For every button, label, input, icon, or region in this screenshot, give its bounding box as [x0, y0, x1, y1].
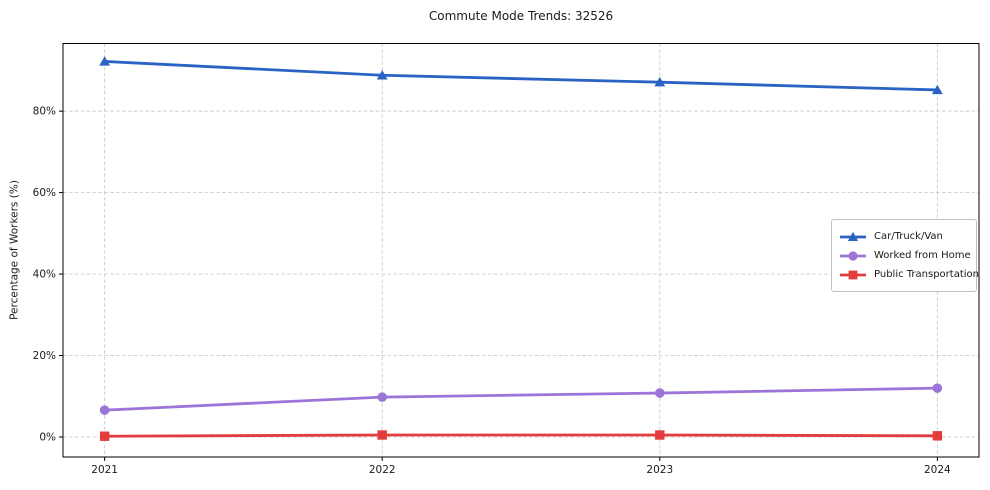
marker-car-truck-van-2021: [99, 56, 111, 66]
x-tick-label: 2024: [924, 464, 951, 476]
legend-label: Worked from Home: [874, 250, 971, 261]
marker-car-truck-van-2022: [376, 70, 388, 80]
y-tick-label: 80%: [33, 106, 56, 118]
legend-label: Public Transportation: [874, 269, 979, 280]
legend-marker-triangle-icon: [847, 231, 859, 241]
y-axis-label: Percentage of Workers (%): [9, 180, 21, 320]
line-worked-from-home: [103, 386, 939, 412]
legend-swatch-circle-icon: [840, 250, 866, 261]
legend-item-car-truck-van: Car/Truck/Van: [839, 228, 968, 245]
y-tick-label: 60%: [33, 187, 56, 199]
marker-public-transportation-2022: [377, 430, 387, 440]
marker-car-truck-van-2024: [931, 84, 943, 95]
marker-public-transportation-2024: [932, 431, 943, 441]
marker-worked-from-home-2024: [932, 383, 943, 393]
x-tick-label: 2021: [91, 464, 118, 476]
plot-frame: [62, 43, 980, 458]
chart-title: Commute Mode Trends: 32526: [428, 9, 614, 23]
marker-car-truck-van-2023: [654, 77, 666, 87]
x-tick-label: 2023: [646, 464, 673, 476]
legend-marker-square-icon: [848, 270, 858, 279]
line-car-truck-van: [103, 60, 939, 92]
x-tick-label: 2022: [369, 464, 396, 476]
legend: Car/Truck/Van Worked from Home Public Tr…: [831, 219, 979, 292]
marker-public-transportation-2021: [99, 431, 110, 441]
legend-swatch-square-icon: [840, 270, 866, 279]
legend-item-worked-from-home: Worked from Home: [839, 247, 971, 264]
marker-worked-from-home-2023: [654, 388, 665, 398]
legend-item-public-transportation: Public Transportation: [839, 266, 979, 283]
legend-label: Car/Truck/Van: [874, 231, 943, 242]
marker-worked-from-home-2022: [377, 392, 388, 402]
legend-swatch-triangle-icon: [840, 231, 866, 241]
line-public-transportation: [103, 433, 939, 438]
marker-worked-from-home-2021: [99, 405, 110, 415]
marker-public-transportation-2023: [655, 430, 665, 440]
legend-marker-circle-icon: [848, 250, 858, 261]
y-tick-label: 40%: [33, 269, 56, 281]
y-tick-label: 20%: [33, 350, 56, 362]
y-tick-label: 0%: [39, 432, 56, 444]
